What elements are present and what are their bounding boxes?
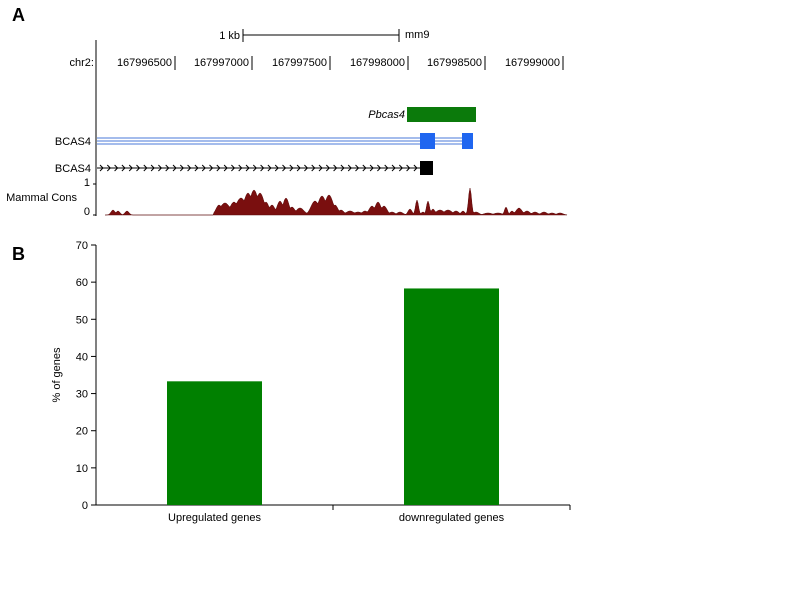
pbcas4-label: Pbcas4 bbox=[368, 109, 405, 121]
bcas4-blue-label: BCAS4 bbox=[55, 136, 91, 148]
strand-chevron bbox=[318, 164, 323, 172]
cons-min-label: 0 bbox=[84, 206, 90, 218]
strand-chevron bbox=[369, 164, 374, 172]
cons-track-label: Mammal Cons bbox=[6, 192, 77, 204]
bcas4-exon-2 bbox=[462, 133, 473, 149]
panel-b-label: B bbox=[12, 244, 25, 264]
strand-chevron bbox=[158, 164, 163, 172]
strand-chevron bbox=[260, 164, 265, 172]
ruler-position-label: 167998000 bbox=[350, 57, 405, 69]
strand-chevron bbox=[128, 164, 133, 172]
strand-chevron bbox=[238, 164, 243, 172]
strand-chevron bbox=[187, 164, 192, 172]
strand-chevron bbox=[304, 164, 309, 172]
y-tick-label: 20 bbox=[76, 426, 88, 438]
y-tick-label: 0 bbox=[82, 500, 88, 512]
strand-chevron bbox=[231, 164, 236, 172]
conservation-profile bbox=[105, 187, 568, 216]
strand-chevron bbox=[150, 164, 155, 172]
strand-chevron bbox=[377, 164, 382, 172]
pbcas4-gene-block bbox=[407, 107, 476, 122]
strand-chevron bbox=[114, 164, 119, 172]
y-tick-label: 50 bbox=[76, 314, 88, 326]
strand-chevron bbox=[325, 164, 331, 172]
strand-chevron bbox=[413, 164, 418, 172]
bar-chart: 0 10 20 30 40 50 60 70 Upregulated genes downregu… bbox=[76, 240, 571, 524]
bar bbox=[167, 381, 262, 505]
strand-chevron bbox=[282, 164, 287, 172]
panel-a-label: A bbox=[12, 5, 25, 25]
strand-chevron bbox=[311, 164, 316, 172]
strand-chevron bbox=[172, 164, 177, 172]
chrom-label: chr2: bbox=[70, 57, 94, 69]
strand-chevron bbox=[274, 164, 279, 172]
strand-chevron bbox=[165, 164, 170, 172]
strand-chevron bbox=[406, 164, 411, 172]
y-tick-label: 60 bbox=[76, 277, 88, 289]
y-tick-label: 10 bbox=[76, 463, 88, 475]
strand-chevron bbox=[179, 164, 185, 172]
bcas4-black-label: BCAS4 bbox=[55, 163, 91, 175]
strand-chevron bbox=[143, 164, 148, 172]
strand-chevron bbox=[194, 164, 199, 172]
y-axis-label: % of genes bbox=[51, 347, 63, 403]
x-tick-label: Upregulated genes bbox=[168, 512, 261, 524]
ruler-position-label: 167996500 bbox=[117, 57, 172, 69]
strand-chevron bbox=[136, 164, 141, 172]
bcas4-exon-1 bbox=[420, 133, 435, 149]
strand-chevron bbox=[121, 164, 126, 172]
strand-chevron bbox=[289, 164, 294, 172]
strand-chevron bbox=[223, 164, 228, 172]
strand-chevron bbox=[245, 164, 250, 172]
bcas4-black-exon bbox=[420, 161, 433, 175]
y-tick-label: 30 bbox=[76, 389, 88, 401]
ruler-position-label: 167997000 bbox=[194, 57, 249, 69]
y-tick-label: 40 bbox=[76, 351, 88, 363]
strand-chevron bbox=[391, 164, 396, 172]
strand-chevron bbox=[296, 164, 301, 172]
strand-chevron bbox=[398, 164, 404, 172]
strand-chevron bbox=[333, 164, 338, 172]
bar bbox=[404, 288, 499, 505]
strand-chevron bbox=[209, 164, 214, 172]
y-tick-label: 70 bbox=[76, 240, 88, 252]
ruler-position-label: 167999000 bbox=[505, 57, 560, 69]
strand-chevron bbox=[252, 164, 258, 172]
strand-arrows bbox=[99, 164, 418, 172]
strand-chevron bbox=[216, 164, 221, 172]
strand-chevron bbox=[106, 164, 112, 172]
strand-chevron bbox=[362, 164, 367, 172]
strand-chevron bbox=[384, 164, 389, 172]
strand-chevron bbox=[347, 164, 352, 172]
x-tick-label: downregulated genes bbox=[399, 512, 505, 524]
scale-label: 1 kb bbox=[219, 30, 240, 42]
position-ruler: 167996500 167997000 167997500 167998000 1679… bbox=[117, 56, 564, 70]
strand-chevron bbox=[99, 164, 104, 172]
strand-chevron bbox=[201, 164, 206, 172]
strand-chevron bbox=[267, 164, 272, 172]
strand-chevron bbox=[340, 164, 345, 172]
assembly-label: mm9 bbox=[405, 29, 429, 41]
ruler-position-label: 167997500 bbox=[272, 57, 327, 69]
strand-chevron bbox=[355, 164, 360, 172]
ruler-position-label: 167998500 bbox=[427, 57, 482, 69]
cons-max-label: 1 bbox=[84, 177, 90, 189]
